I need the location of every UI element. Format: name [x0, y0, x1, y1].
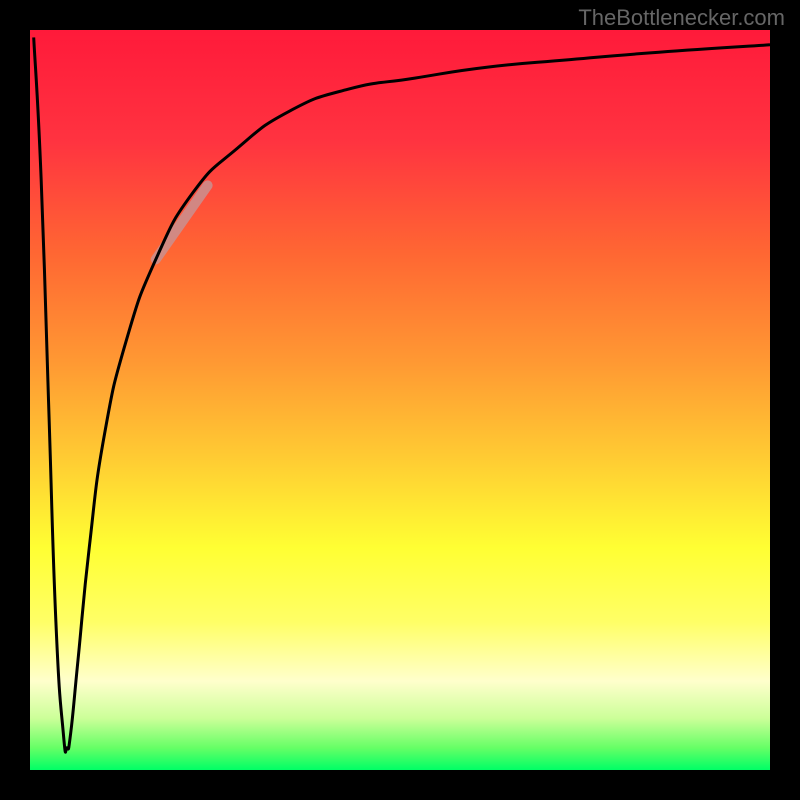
bottleneck-curve: [34, 37, 770, 752]
chart-area: [30, 30, 770, 770]
watermark-text: TheBottlenecker.com: [578, 5, 785, 31]
highlight-segment: [156, 185, 208, 259]
curve-overlay: [30, 30, 770, 770]
chart-container: TheBottlenecker.com: [0, 0, 800, 800]
